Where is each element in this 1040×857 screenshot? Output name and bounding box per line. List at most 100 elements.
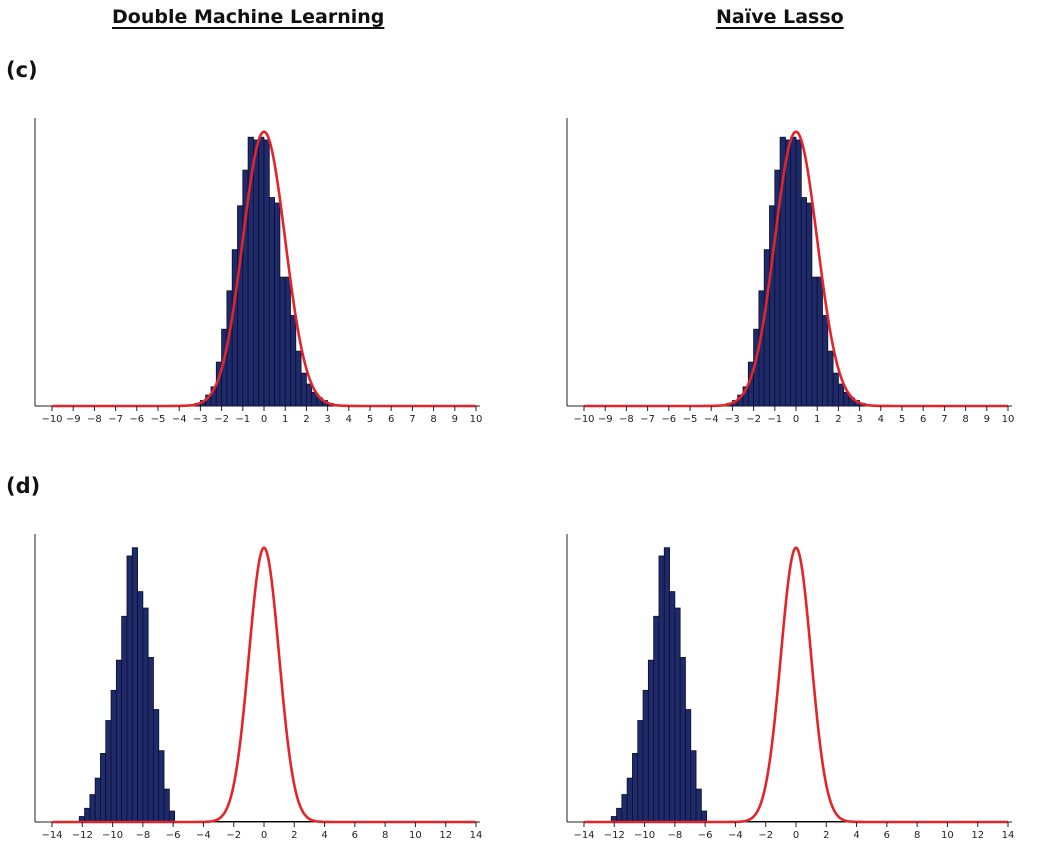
normal-density-curve: [583, 130, 1009, 408]
histogram-bar: [279, 276, 286, 407]
histogram-bar: [158, 750, 165, 823]
histogram-bar: [642, 689, 649, 823]
histogram-bar: [121, 615, 128, 823]
x-tick-label: 6: [388, 414, 394, 425]
x-tick-label: −12: [604, 830, 625, 841]
histogram-d-double-machine-learning: −14 −12 −10 −8 −6 −4 −2 0 2 4 6 8 10 12 14: [34, 534, 483, 841]
x-tick-label: 12: [439, 830, 452, 841]
histogram-bar: [131, 547, 138, 823]
x-tick-label: −6: [129, 414, 144, 425]
x-tick-label: −6: [661, 414, 676, 425]
normal-density-curve: [51, 130, 477, 408]
x-tick-label: 10: [470, 414, 483, 425]
x-tick-label: 5: [899, 414, 905, 425]
x-tick-label: −2: [226, 830, 241, 841]
histogram-bar: [252, 139, 260, 407]
histogram-d-naive-lasso: −14 −12 −10 −8 −6 −4 −2 0 2 4 6 8 10 12 14: [566, 534, 1015, 841]
histogram-bar: [637, 720, 644, 823]
histogram-bar: [89, 794, 96, 823]
histogram-bar: [679, 657, 686, 823]
histogram-bar: [153, 709, 160, 823]
x-tick-label: −8: [619, 414, 634, 425]
histogram-bar: [163, 788, 170, 823]
x-tick-label: 4: [346, 414, 352, 425]
x-tick-label: 7: [941, 414, 947, 425]
normal-density-curve: [583, 546, 1009, 824]
histogram-bar: [837, 383, 845, 407]
x-tick-label: −4: [172, 414, 187, 425]
histogram-bar: [806, 202, 813, 407]
x-tick-label: 8: [914, 830, 920, 841]
x-tick-label: −14: [41, 830, 62, 841]
x-tick-label: −9: [598, 414, 613, 425]
x-tick-label: 10: [1002, 414, 1015, 425]
x-tick-label: −6: [166, 830, 181, 841]
panel-label-c: (c): [6, 58, 38, 82]
x-tick-label: −3: [193, 414, 208, 425]
x-tick-label: 2: [823, 830, 829, 841]
histogram-bar: [669, 591, 676, 823]
histogram-bar: [94, 777, 101, 823]
x-tick-label: 1: [814, 414, 820, 425]
histogram-bar: [295, 350, 302, 407]
x-tick-label: 1: [282, 414, 288, 425]
histogram-bar: [126, 555, 133, 823]
x-tick-label: 5: [367, 414, 373, 425]
histogram-bar: [305, 383, 313, 407]
histogram-bar: [110, 689, 117, 823]
histogram-bar: [653, 615, 660, 823]
x-tick-label: 2: [303, 414, 309, 425]
x-tick-label: −8: [135, 830, 150, 841]
histogram-bar: [790, 136, 797, 407]
x-tick-label: −3: [725, 414, 740, 425]
histogram-bar: [290, 315, 297, 407]
histogram-bar: [822, 315, 829, 407]
column-title-naive-lasso: Naïve Lasso: [716, 6, 844, 28]
x-tick-label: 9: [984, 414, 990, 425]
histogram-bar: [674, 607, 681, 823]
normal-density-curve: [51, 546, 477, 824]
histogram-bar: [621, 794, 628, 823]
histogram-bar: [274, 202, 281, 407]
histogram-bar: [827, 350, 834, 407]
x-tick-label: −8: [87, 414, 102, 425]
x-tick-label: −10: [634, 830, 655, 841]
histogram-bar: [284, 276, 291, 407]
histogram-bar: [695, 788, 702, 823]
x-tick-label: 14: [470, 830, 483, 841]
histogram-bar: [142, 607, 149, 823]
x-tick-label: −1: [235, 414, 250, 425]
x-tick-label: 0: [261, 830, 267, 841]
x-tick-label: 8: [962, 414, 968, 425]
x-tick-label: 8: [430, 414, 436, 425]
histogram-bar: [231, 249, 238, 407]
x-tick-label: 6: [352, 830, 358, 841]
x-tick-label: 9: [452, 414, 458, 425]
x-tick-label: 14: [1002, 830, 1015, 841]
histogram-bar: [763, 249, 770, 407]
histogram-bar: [832, 372, 839, 407]
histogram-bar: [105, 720, 112, 823]
x-tick-label: −10: [102, 830, 123, 841]
x-tick-label: −14: [573, 830, 594, 841]
x-tick-label: −1: [767, 414, 782, 425]
x-tick-label: −9: [66, 414, 81, 425]
histogram-bar: [268, 197, 276, 407]
x-tick-label: −4: [728, 830, 743, 841]
x-tick-label: −4: [704, 414, 719, 425]
histogram-bar: [784, 139, 792, 407]
x-tick-label: −12: [72, 830, 93, 841]
x-tick-label: 3: [856, 414, 862, 425]
x-tick-label: 4: [878, 414, 884, 425]
x-tick-label: −2: [746, 414, 761, 425]
x-tick-label: 0: [793, 414, 799, 425]
x-tick-label: 7: [409, 414, 415, 425]
x-tick-label: −10: [41, 414, 62, 425]
x-tick-label: −7: [640, 414, 655, 425]
column-title-double-machine-learning: Double Machine Learning: [112, 6, 385, 28]
x-tick-label: 10: [941, 830, 954, 841]
x-tick-label: 8: [382, 830, 388, 841]
x-tick-label: 4: [321, 830, 327, 841]
histogram-bar: [811, 276, 818, 407]
histogram-bar: [685, 709, 692, 823]
